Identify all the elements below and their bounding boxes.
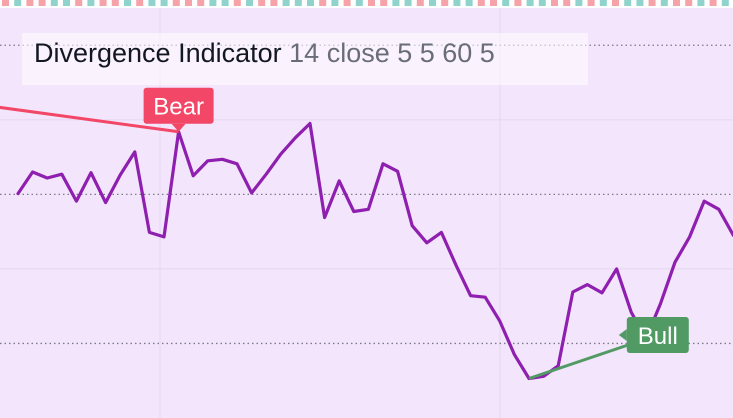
price-bar [87,0,95,6]
bear-label: Bear [143,87,214,132]
price-bar [14,0,22,6]
price-bar [416,0,424,6]
price-bar [526,0,534,6]
price-bar [404,0,412,6]
price-bar [465,0,473,6]
divergence-labels: Bear Bull [143,87,689,353]
indicator-params: 14 close 5 5 60 5 [289,38,495,68]
price-bar [26,0,34,6]
price-bar [148,0,156,6]
price-bar [282,0,290,6]
price-bar [38,0,46,6]
indicator-name: Divergence Indicator [34,38,282,68]
price-bar [160,0,168,6]
price-bar [490,0,497,6]
label-box [626,316,689,353]
price-bar [294,0,302,6]
price-bar [63,0,70,6]
price-bar [697,0,705,6]
price-bar [660,0,668,6]
label-pointer [618,328,627,341]
price-bar [612,0,619,6]
price-bar [648,0,656,6]
price-bar [441,0,449,6]
price-bar [538,0,546,6]
price-bar [124,0,131,6]
price-bar [233,0,241,6]
price-bar [270,0,278,6]
price-bar [368,0,375,6]
price-bar [343,0,351,6]
price-bar [331,0,339,6]
price-bar [136,0,144,6]
price-bar [575,0,583,6]
price-bar [551,0,558,6]
price-bar [477,0,485,6]
indicator-title[interactable]: Divergence Indicator 14 close 5 5 60 5 [22,33,588,85]
price-bar [99,0,107,6]
price-bar [209,0,217,6]
price-bar [392,0,400,6]
price-bar [246,0,253,6]
price-bar [2,0,9,6]
strip-background [0,0,733,8]
price-bar [587,0,595,6]
bull-divergence-line [528,337,647,380]
price-bar [673,0,680,6]
indicator-line [16,121,733,381]
label-text: Bear [153,94,204,121]
price-bar [429,0,436,6]
price-bar [50,0,58,6]
price-bar [624,0,632,6]
price-bar [563,0,571,6]
price-bar [599,0,607,6]
bear-divergence-line [0,105,179,134]
price-bar [453,0,461,6]
price-bar [185,0,192,6]
price-bar [709,0,717,6]
label-text: Bull [638,323,678,350]
label-box [143,87,214,124]
indicator-series [16,121,733,381]
price-strip [0,0,733,8]
price-bar [319,0,327,6]
price-bar [221,0,229,6]
bull-label: Bull [618,316,689,353]
price-bar [514,0,522,6]
divergence-lines [0,105,647,380]
label-pointer [171,123,186,132]
price-bar [75,0,83,6]
price-bar [258,0,266,6]
price-bar [197,0,205,6]
price-bar [636,0,644,6]
price-bar [721,0,729,6]
price-bar [380,0,388,6]
price-bar [355,0,363,6]
price-bar [111,0,119,6]
price-bar [502,0,510,6]
price-bar [172,0,180,6]
price-bar [685,0,693,6]
price-bar [307,0,314,6]
